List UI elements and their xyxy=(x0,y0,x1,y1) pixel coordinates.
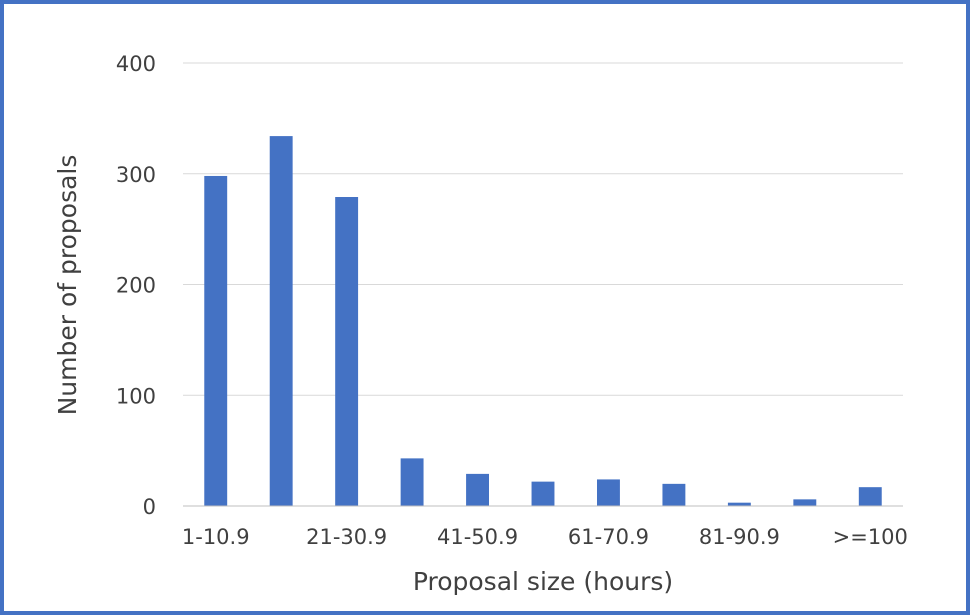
y-tick-label: 400 xyxy=(116,52,156,76)
bar-61-70.9 xyxy=(597,479,620,506)
y-axis-title: Number of proposals xyxy=(53,155,82,416)
bar-21-30.9 xyxy=(335,197,359,506)
y-tick-label: 300 xyxy=(116,163,156,187)
x-axis-title: Proposal size (hours) xyxy=(413,567,673,596)
bar-11-20.9 xyxy=(269,136,293,506)
y-tick-label: 0 xyxy=(143,495,156,519)
bar-51-60.9 xyxy=(531,481,555,506)
bar-1-10.9 xyxy=(204,175,228,506)
x-tick-label: 81-90.9 xyxy=(699,525,780,549)
bars xyxy=(204,136,882,506)
y-tick-label: 100 xyxy=(116,384,156,408)
x-tick-label: 61-70.9 xyxy=(568,525,649,549)
x-tick-label: 41-50.9 xyxy=(437,525,518,549)
bar-91-99.9 xyxy=(793,499,817,506)
bar-41-50.9 xyxy=(466,473,489,506)
bar-71-80.9 xyxy=(662,483,686,506)
y-tick-label: 200 xyxy=(116,274,156,298)
x-tick-label: >=100 xyxy=(833,525,908,549)
gridlines xyxy=(183,62,903,396)
x-axis-ticks: 1-10.9 21-30.9 41-50.9 61-70.9 81-90.9 >=100 xyxy=(182,525,908,549)
bar->=100 xyxy=(858,487,882,506)
x-tick-label: 21-30.9 xyxy=(306,525,387,549)
bar-31-40.9 xyxy=(400,458,424,506)
bar-81-90.9 xyxy=(727,502,751,506)
x-tick-label: 1-10.9 xyxy=(182,525,250,549)
y-axis-ticks: 0 100 200 300 400 xyxy=(116,52,156,519)
